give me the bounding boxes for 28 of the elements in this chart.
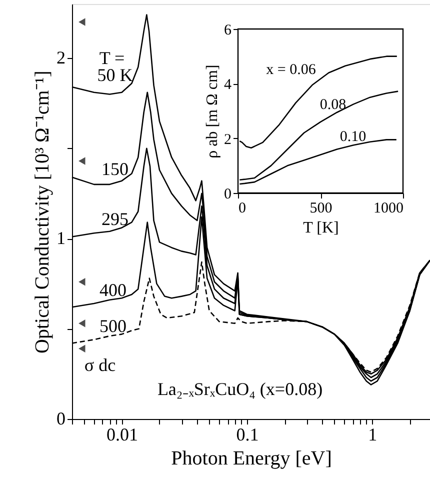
- annotation: 500: [100, 316, 126, 336]
- x-tick-label: 1: [368, 424, 378, 444]
- x-tick-label: 500: [310, 200, 332, 216]
- annotation: 50 K: [97, 65, 133, 85]
- annotation: 400: [100, 280, 126, 300]
- annotation: 0.10: [340, 129, 366, 145]
- y-tick-label: 0: [224, 186, 232, 202]
- x-tick-label: 0.1: [236, 424, 259, 444]
- y-axis-title: Optical Conductivity [10³ Ω⁻¹cm⁻¹]: [32, 70, 54, 354]
- y-tick-label: 0: [56, 408, 66, 428]
- annotation: x = 0.06: [266, 62, 316, 78]
- annotation: La₂₋ₓSrₓCuO₄ (x=0.08): [157, 379, 323, 399]
- x-axis-title: Photon Energy [eV]: [171, 448, 332, 470]
- y-tick-label: 1: [56, 228, 66, 248]
- y-tick-label: 6: [224, 22, 232, 38]
- annotation: 0.08: [320, 97, 346, 113]
- annotation: 295: [102, 209, 128, 229]
- annotation: σ dc: [84, 355, 116, 375]
- y-tick-label: 2: [56, 48, 66, 68]
- y-axis-title: ρ ab [m Ω cm]: [204, 64, 221, 158]
- x-axis-title: T [K]: [303, 220, 339, 236]
- annotation: T =: [99, 48, 125, 68]
- x-tick-label: 0: [238, 200, 246, 216]
- annotation: 150: [102, 159, 128, 179]
- y-tick-label: 4: [224, 77, 232, 94]
- x-tick-label: 0.01: [106, 424, 138, 444]
- x-tick-label: 1000: [374, 200, 404, 216]
- y-tick-label: 2: [224, 132, 232, 148]
